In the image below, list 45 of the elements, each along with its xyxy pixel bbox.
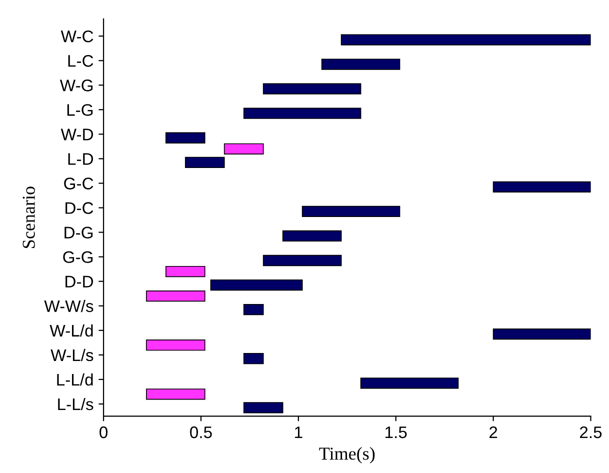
y-tick-label: W-C xyxy=(60,30,94,42)
y-tick-label: L-G xyxy=(67,104,93,116)
y-tick-label: D-C xyxy=(66,202,94,214)
bar xyxy=(243,402,284,414)
y-tick-label: W-G xyxy=(60,80,93,92)
y-axis-title: Scenario xyxy=(22,186,35,248)
bar xyxy=(146,290,206,302)
x-tick-label: 0 xyxy=(100,426,108,438)
bar xyxy=(360,378,459,389)
bar xyxy=(146,388,206,400)
y-tick-label: D-G xyxy=(64,226,93,238)
y-tick-label: L-L/d xyxy=(57,373,93,386)
bar xyxy=(184,156,225,168)
y-tick-label: W-D xyxy=(60,128,94,140)
x-tick-label: 2.5 xyxy=(580,426,602,438)
y-tick-label: G-C xyxy=(64,178,94,190)
bar xyxy=(243,108,362,119)
bar xyxy=(340,34,591,46)
x-tick-label: 1 xyxy=(295,426,302,438)
bar xyxy=(210,279,303,291)
bar xyxy=(165,132,206,144)
bar xyxy=(492,181,591,192)
bar xyxy=(243,304,264,316)
y-tick-label: L-L/s xyxy=(58,398,94,410)
y-tick-label: L-C xyxy=(68,55,94,67)
y-tick-label: W-W/s xyxy=(44,300,94,312)
y-tick-label: L-D xyxy=(68,153,94,165)
bar xyxy=(165,266,206,278)
x-tick-label: 2 xyxy=(489,426,498,438)
y-tick-label: G-G xyxy=(63,251,93,264)
y-tick-label: D-D xyxy=(66,276,94,288)
y-tick-label: W-L/s xyxy=(50,348,94,362)
x-axis-title: Time(s) xyxy=(319,447,375,464)
bar xyxy=(282,230,342,242)
y-tick-label: W-L/d xyxy=(50,324,93,337)
bar xyxy=(321,58,400,70)
bar xyxy=(146,340,206,351)
bar xyxy=(262,83,362,94)
x-tick-label: 1.5 xyxy=(386,426,407,438)
bar xyxy=(492,328,591,340)
bar xyxy=(262,254,342,266)
bar xyxy=(224,143,264,154)
x-tick-label: 0.5 xyxy=(190,426,212,438)
bar xyxy=(302,206,400,218)
bar xyxy=(243,353,264,364)
